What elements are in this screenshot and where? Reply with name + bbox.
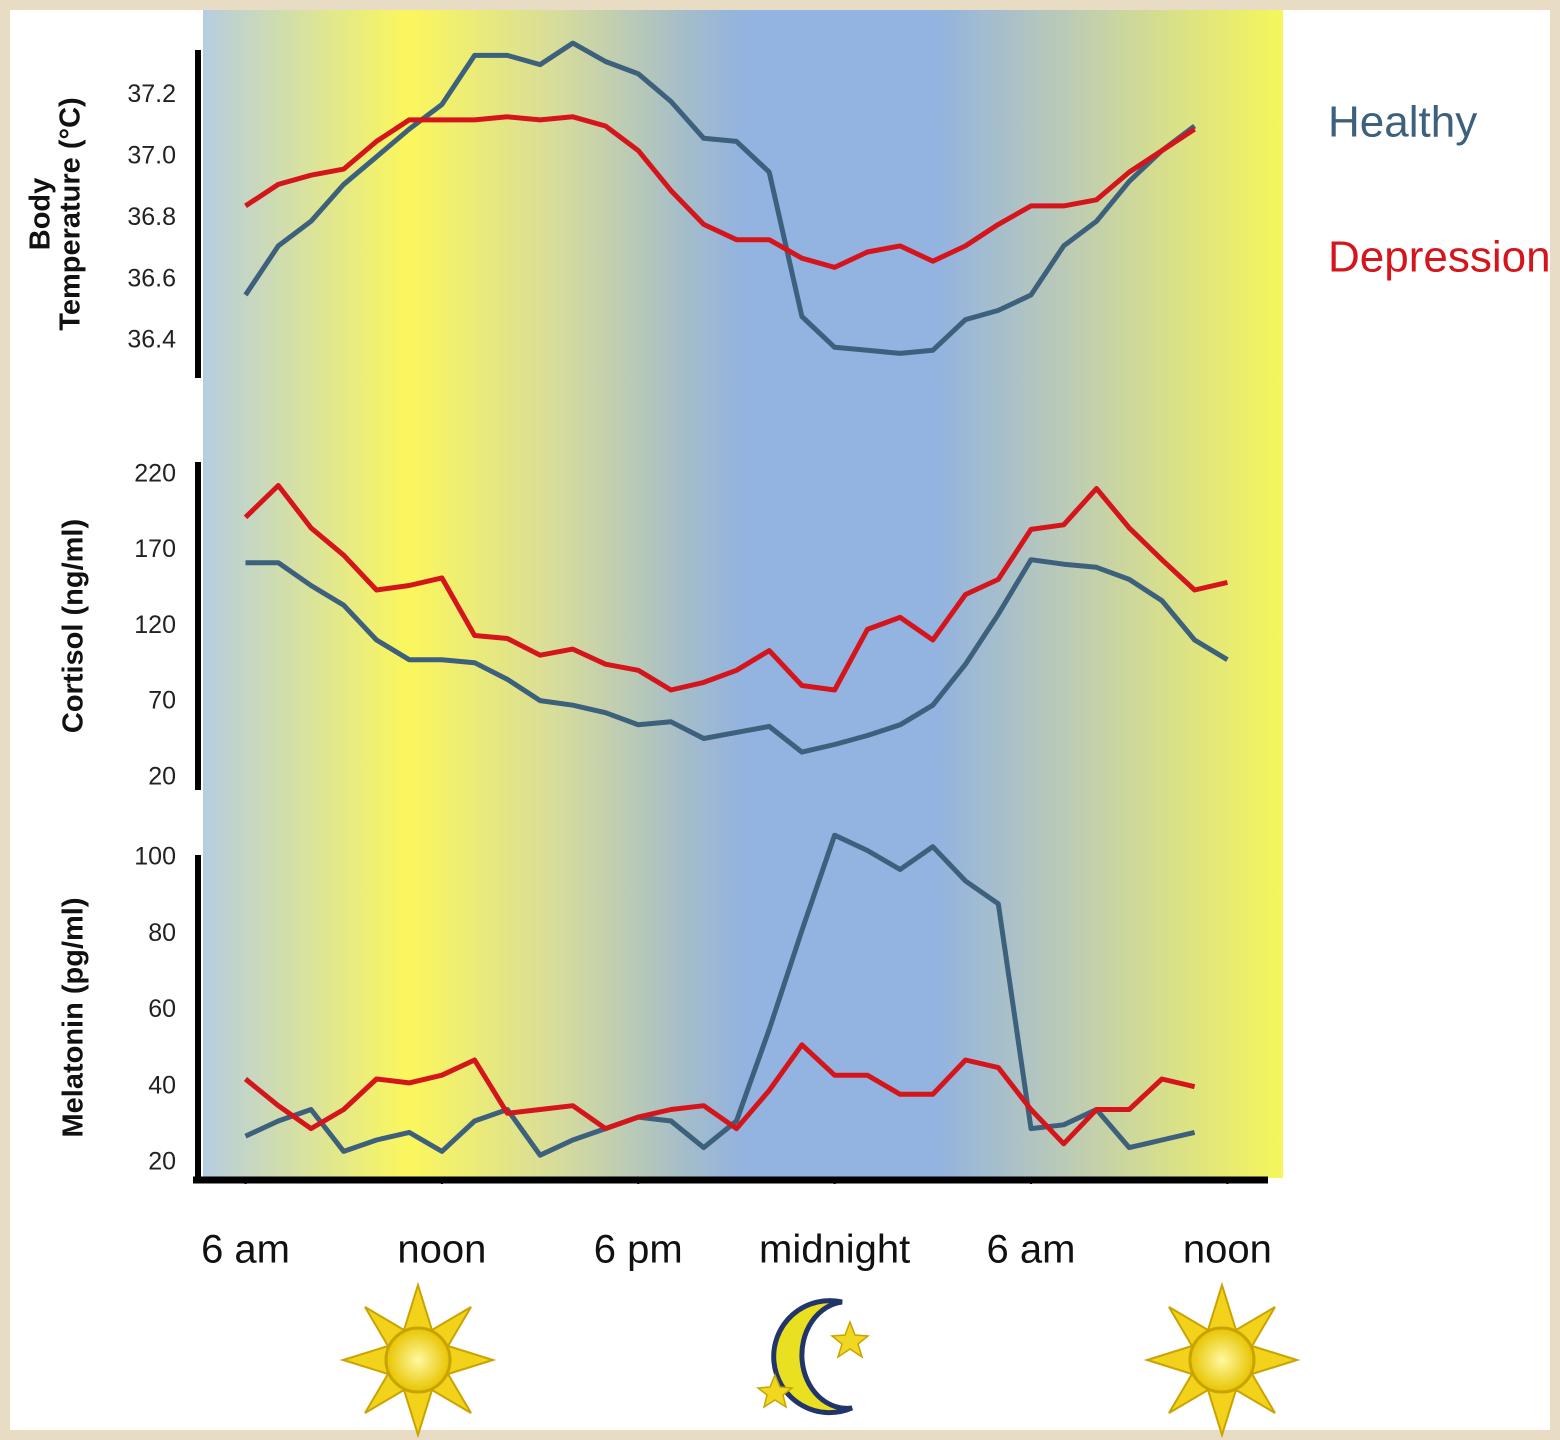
sun-icon (1147, 1285, 1297, 1435)
y-tick-label: 36.8 (127, 203, 176, 231)
y-tick-label: 80 (148, 919, 176, 947)
y-tick-label: 70 (148, 687, 176, 715)
y-tick-label: 120 (134, 611, 176, 639)
y-tick-label: 100 (134, 843, 176, 871)
x-tick-label: noon (1183, 1228, 1272, 1272)
legend-entry: Depression (1328, 233, 1551, 282)
x-tick-label: midnight (759, 1228, 910, 1272)
y-tick-label: 60 (148, 995, 176, 1023)
y-tick-label: 36.6 (127, 264, 176, 292)
legend-entry: Healthy (1328, 98, 1477, 147)
sun-icon (343, 1285, 493, 1435)
y-tick-label: 220 (134, 459, 176, 487)
y-axis-label: Body (25, 178, 57, 251)
y-tick-label: 37.2 (127, 80, 176, 108)
y-tick-label: 20 (148, 762, 176, 790)
plot-background (203, 10, 1283, 1178)
x-tick-label: 6 am (201, 1228, 290, 1272)
y-axis-label: Melatonin (pg/ml) (58, 897, 90, 1137)
x-tick-label: 6 am (987, 1228, 1076, 1272)
y-axis-label: Cortisol (ng/ml) (58, 519, 90, 733)
x-tick-label: noon (397, 1228, 486, 1272)
y-tick-label: 40 (148, 1071, 176, 1099)
x-tick-label: 6 pm (594, 1228, 683, 1272)
chart: 36.4 36.6 36.8 37.0 37.2 BodyTemperature (°C)… (0, 0, 1560, 1440)
y-tick-label: 20 (148, 1147, 176, 1175)
y-tick-label: 170 (134, 535, 176, 563)
y-axis-label: Temperature (°C) (55, 97, 87, 330)
y-tick-label: 37.0 (127, 141, 176, 169)
y-tick-label: 36.4 (127, 326, 176, 354)
page: {"chart_data": [ {"type": "line", "ylabe… (0, 0, 1560, 1440)
